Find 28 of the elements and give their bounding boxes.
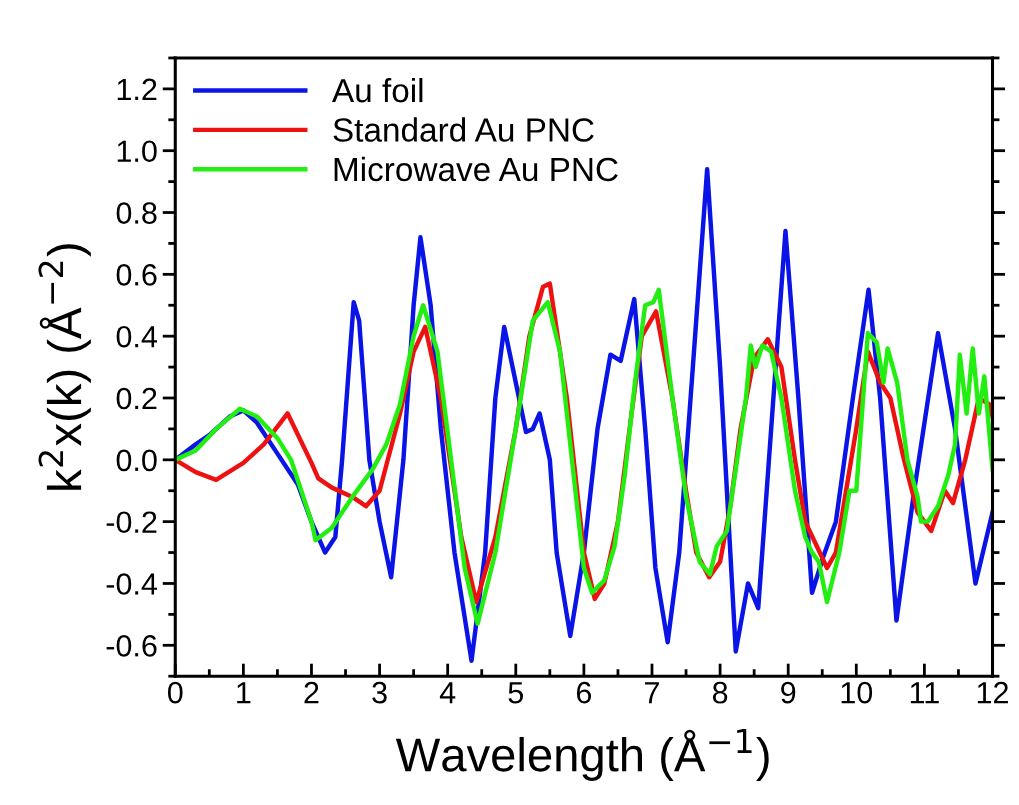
x-tick-label: 3 [372, 681, 387, 704]
y-axis-title: k$^{2}$x(k) (Å$^{−2}$) [38, 244, 91, 490]
x-tick-label: 11 [910, 682, 939, 704]
x-tick-label: 8 [712, 681, 728, 704]
y-tick-label: -0.6 [106, 635, 157, 657]
x-axis-title: Wavelength (Å$^{−1}$) [395, 728, 769, 781]
x-tick-label: 2 [304, 681, 319, 704]
x-tick-label: 10 [841, 681, 873, 704]
y-tick-label: 0.8 [116, 202, 157, 224]
legend-label: Microwave Au PNC [334, 156, 618, 182]
x-tick-label: 0 [167, 681, 183, 704]
x-tick-label: 6 [576, 681, 592, 704]
x-tick-label: 1 [237, 682, 251, 704]
x-tick-label: 12 [977, 681, 1008, 704]
legend-label: Standard Au PNC [333, 117, 594, 142]
y-tick-label: 0.6 [116, 264, 157, 286]
x-tick-label: 9 [781, 681, 796, 704]
y-tick-label: 0.4 [116, 325, 158, 348]
x-tick-label: 4 [439, 682, 456, 704]
y-tick-label: 1.0 [117, 140, 157, 163]
legend-label: Au foil [332, 77, 423, 103]
y-tick-label: 1.2 [117, 78, 157, 100]
y-tick-label: -0.2 [106, 511, 157, 534]
y-tick-label: 0.0 [116, 449, 157, 472]
y-tick-label: 0.2 [116, 387, 157, 410]
x-tick-label: 7 [645, 682, 659, 704]
y-tick-label: -0.4 [106, 573, 158, 595]
x-tick-label: 5 [508, 682, 523, 704]
